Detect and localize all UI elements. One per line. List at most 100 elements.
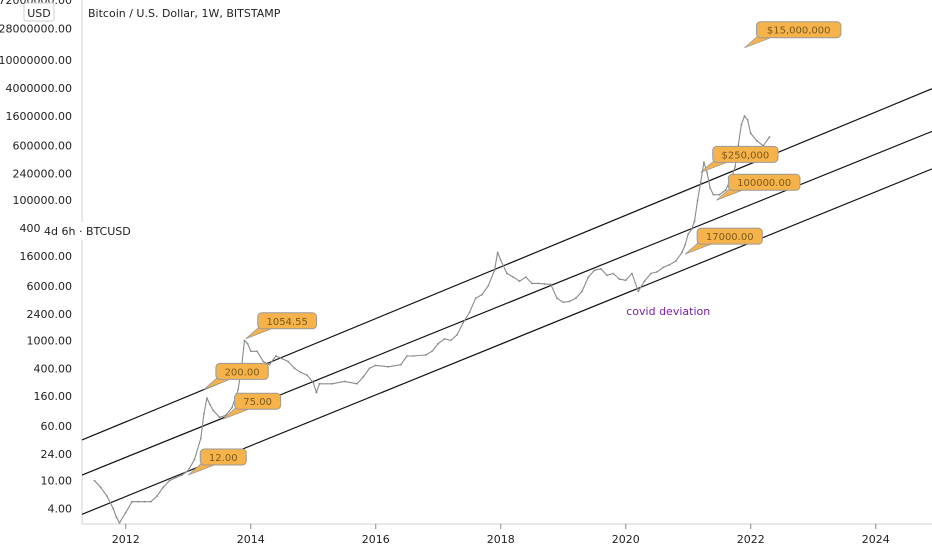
price-point bbox=[231, 406, 233, 409]
price-point bbox=[531, 282, 533, 285]
price-point bbox=[687, 233, 690, 235]
legend-box bbox=[40, 222, 140, 240]
price-point bbox=[606, 274, 608, 277]
price-point bbox=[218, 416, 221, 419]
annotation-callout: $250,000 bbox=[700, 145, 779, 173]
price-point bbox=[268, 363, 271, 366]
price-point bbox=[299, 371, 302, 374]
price-point bbox=[331, 382, 333, 385]
price-point bbox=[562, 301, 565, 304]
x-tick-label: 2012 bbox=[112, 533, 140, 546]
price-point bbox=[618, 278, 621, 280]
price-point bbox=[706, 171, 708, 174]
price-point bbox=[187, 469, 190, 472]
price-point bbox=[343, 380, 346, 383]
price-point bbox=[724, 189, 727, 191]
price-point bbox=[599, 267, 602, 270]
price-point bbox=[243, 339, 246, 342]
annotation-label: 12.00 bbox=[209, 453, 238, 464]
price-point bbox=[487, 285, 490, 287]
legend-text: 4d 6h · BTCUSD bbox=[44, 225, 131, 238]
price-point bbox=[203, 412, 205, 415]
annotation-box bbox=[257, 312, 318, 330]
price-point bbox=[246, 342, 249, 345]
price-point bbox=[156, 495, 158, 497]
y-unit-box bbox=[23, 2, 55, 22]
annotation-callout: $15,000,000 bbox=[744, 21, 842, 49]
annotation-box bbox=[234, 392, 282, 410]
price-point bbox=[512, 276, 515, 278]
x-tick-label: 2014 bbox=[237, 533, 265, 546]
annotation-label: 100000.00 bbox=[737, 178, 791, 189]
price-point bbox=[387, 365, 390, 368]
price-point bbox=[662, 266, 665, 269]
price-point bbox=[287, 360, 290, 363]
price-point bbox=[437, 342, 440, 345]
price-point bbox=[162, 486, 165, 489]
price-point bbox=[734, 165, 736, 168]
y-axis: 72000000.0028000000.0010000000.004000000… bbox=[0, 0, 83, 524]
price-point bbox=[556, 297, 558, 300]
annotation-label: $15,000,000 bbox=[767, 26, 831, 37]
price-point bbox=[568, 300, 571, 303]
price-point bbox=[168, 479, 171, 482]
annotation-box bbox=[727, 173, 801, 191]
price-point bbox=[449, 339, 452, 342]
price-point bbox=[693, 220, 696, 223]
price-point bbox=[318, 382, 321, 385]
y-tick-label: 2400.00 bbox=[27, 308, 73, 321]
price-point bbox=[593, 269, 596, 272]
price-point bbox=[581, 290, 583, 293]
x-tick-label: 2016 bbox=[362, 533, 390, 546]
y-tick-labels: 72000000.0028000000.0010000000.004000000… bbox=[0, 0, 72, 515]
price-point bbox=[768, 136, 771, 138]
price-point bbox=[209, 404, 212, 406]
price-point bbox=[456, 334, 458, 336]
annotation-note: covid deviation bbox=[626, 305, 710, 318]
price-point bbox=[293, 367, 296, 370]
y-unit-label: USD bbox=[27, 7, 51, 20]
price-point bbox=[574, 297, 577, 300]
price-point bbox=[174, 476, 177, 479]
annotation-box bbox=[696, 227, 763, 245]
annotation-label: 75.00 bbox=[243, 397, 272, 408]
price-point bbox=[368, 367, 371, 370]
price-point bbox=[399, 363, 402, 366]
annotation-label: $250,000 bbox=[721, 150, 769, 161]
price-point bbox=[137, 500, 140, 503]
price-point bbox=[718, 193, 721, 196]
y-tick-label: 1000.00 bbox=[27, 334, 73, 347]
price-point bbox=[746, 119, 749, 121]
price-point bbox=[624, 279, 627, 282]
price-point bbox=[306, 374, 308, 376]
price-point bbox=[131, 500, 133, 503]
y-tick-label: 600000.00 bbox=[13, 140, 73, 153]
price-point bbox=[118, 521, 121, 524]
chart-title: Bitcoin / U.S. Dollar, 1W, BITSTAMP bbox=[88, 7, 281, 20]
price-point bbox=[699, 181, 702, 184]
price-point bbox=[749, 132, 752, 135]
price-point bbox=[124, 511, 127, 514]
y-tick-label: 24.00 bbox=[41, 448, 73, 461]
price-point bbox=[587, 276, 590, 278]
y-tick-label: 10000000.00 bbox=[0, 54, 72, 67]
price-point bbox=[637, 290, 640, 293]
price-point bbox=[656, 271, 658, 273]
y-tick-label: 28000000.00 bbox=[0, 23, 72, 36]
price-point bbox=[256, 350, 258, 353]
price-point bbox=[356, 382, 358, 385]
price-point bbox=[468, 311, 471, 314]
price-point bbox=[115, 516, 118, 519]
price-point bbox=[684, 244, 686, 246]
annotation-box bbox=[215, 362, 269, 380]
price-point bbox=[143, 500, 146, 503]
annotation-callout: 100000.00 bbox=[716, 173, 801, 201]
price-point bbox=[643, 280, 646, 283]
x-tick-labels: 2012 2014 2016 2018 2020 2022 2024 bbox=[112, 524, 890, 546]
price-point bbox=[206, 397, 208, 399]
y-tick-label: 400.00 bbox=[34, 362, 73, 375]
x-tick-label: 2018 bbox=[487, 533, 515, 546]
annotation-callout: 75.00 bbox=[222, 392, 282, 420]
price-point bbox=[312, 381, 315, 384]
price-point bbox=[506, 272, 508, 275]
